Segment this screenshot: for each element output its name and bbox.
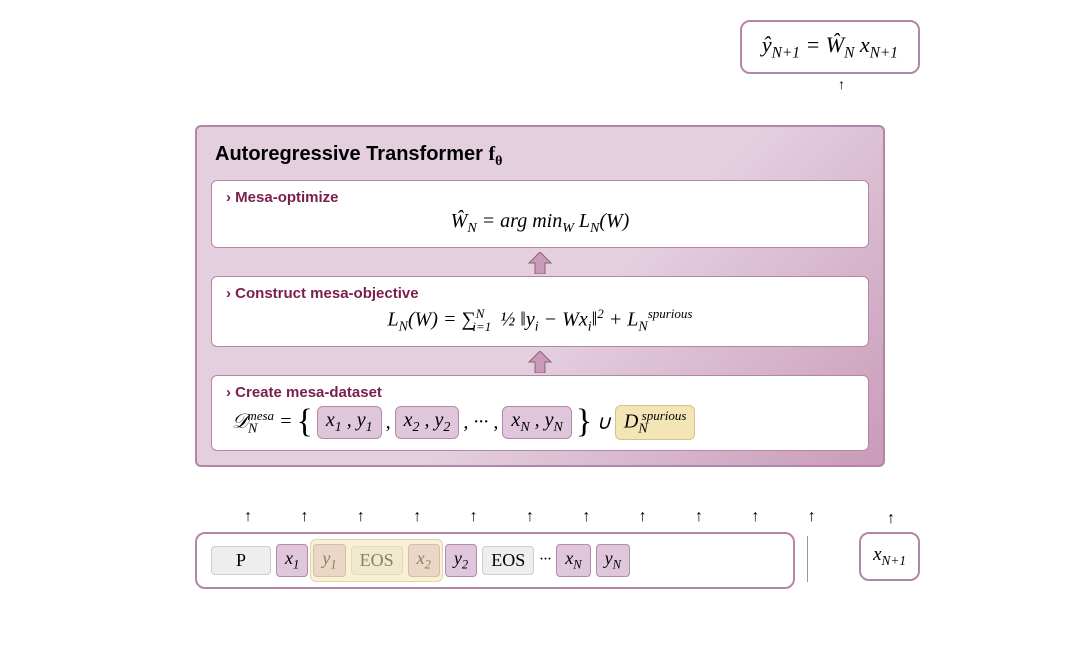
vertical-divider: [807, 536, 808, 582]
input-token: x2: [408, 544, 440, 577]
query-token-box: xN+1: [859, 532, 920, 581]
input-token: yN: [596, 544, 630, 577]
up-arrow-icon: ↑: [526, 508, 534, 526]
mesa-optimize-box: Mesa-optimize ŴN = arg minW LN(W): [211, 180, 869, 248]
output-formula: ŷN+1 = ŴN xN+1: [762, 32, 898, 57]
up-arrow-icon: ↑: [244, 508, 252, 526]
input-token: EOS: [482, 546, 534, 575]
fat-up-arrow-icon: [527, 252, 553, 272]
mesa-objective-label: Construct mesa-objective: [226, 285, 854, 302]
query-token: xN+1: [873, 544, 906, 565]
input-arrows-row: ↑ ↑ ↑ ↑ ↑ ↑ ↑ ↑ ↑ ↑ ↑: [220, 508, 840, 526]
input-token: xN: [556, 544, 590, 577]
up-arrow-icon: ↑: [301, 508, 309, 526]
input-token: y2: [445, 544, 477, 577]
transformer-box: Autoregressive Transformer fθ Mesa-optim…: [195, 125, 885, 467]
mesa-objective-formula: LN(W) = ∑Ni=1 ½ ‖yi − Wxi‖2 + LNspurious: [226, 306, 854, 336]
input-token: y1: [313, 544, 345, 577]
input-token: EOS: [351, 546, 403, 575]
up-arrow-icon: ↑: [751, 508, 759, 526]
mesa-optimize-formula: ŴN = arg minW LN(W): [226, 210, 854, 237]
up-arrow-icon: ↑: [357, 508, 365, 526]
up-arrow-icon: ↑: [639, 508, 647, 526]
mesa-dataset-label: Create mesa-dataset: [226, 384, 854, 401]
up-arrow-icon: ↑: [887, 510, 895, 528]
fat-up-arrow-icon: [527, 351, 553, 371]
up-arrow-icon: ↑: [470, 508, 478, 526]
up-arrow-icon: ↑: [838, 78, 845, 94]
mesa-dataset-box: Create mesa-dataset 𝒟Nmesa ={x1 , y1,x2 …: [211, 375, 869, 452]
input-token: P: [211, 546, 271, 575]
title-text: Autoregressive Transformer: [215, 143, 488, 165]
up-arrow-icon: ↑: [695, 508, 703, 526]
input-sequence-box: Px1y1EOSx2y2EOS···xNyN: [195, 532, 795, 589]
mesa-optimize-label: Mesa-optimize: [226, 189, 854, 206]
output-formula-box: ŷN+1 = ŴN xN+1: [740, 20, 920, 74]
up-arrow-icon: ↑: [808, 508, 816, 526]
input-token: x1: [276, 544, 308, 577]
up-arrow-icon: ↑: [413, 508, 421, 526]
transformer-title: Autoregressive Transformer fθ: [211, 139, 869, 180]
mesa-dataset-formula: 𝒟Nmesa ={x1 , y1,x2 , y2, ··· ,xN , yN}∪…: [226, 405, 854, 441]
up-arrow-icon: ↑: [582, 508, 590, 526]
mesa-objective-box: Construct mesa-objective LN(W) = ∑Ni=1 ½…: [211, 276, 869, 347]
title-symbol: fθ: [488, 143, 502, 165]
